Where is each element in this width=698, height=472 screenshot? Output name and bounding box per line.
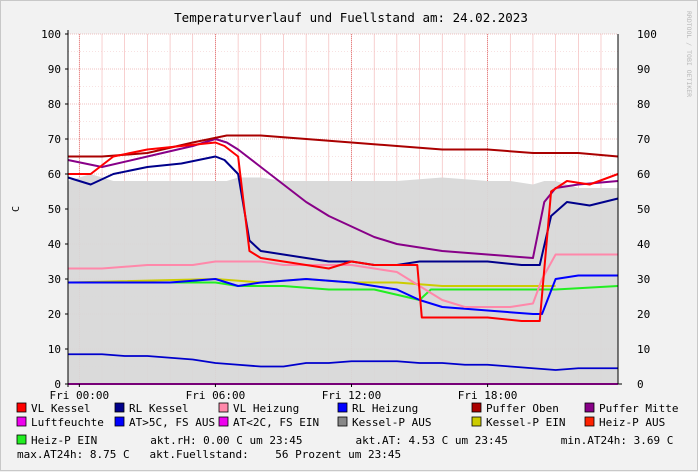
fill-level-area-shape — [68, 174, 618, 384]
series-line-vl-heizung — [68, 253, 618, 308]
x-tick-label: Fri 00:00 — [50, 389, 110, 402]
legend-label: RL Heizung — [352, 402, 418, 415]
y-axis-label: C — [11, 206, 22, 212]
legend-label: AT<2C, FS EIN — [233, 416, 319, 429]
legend: VL Kessel RL Kessel VL Heizung RL Heizung Pu… — [16, 402, 678, 445]
y-tick-label-right: 10 — [637, 343, 650, 356]
legend-swatch — [16, 402, 27, 413]
legend-label: Kessel-P AUS — [352, 416, 431, 429]
y-tick-label-left: 20 — [48, 308, 61, 321]
y-tick-label-left: 60 — [48, 168, 61, 181]
legend-swatch — [337, 416, 348, 427]
x-tick-label: Fri 06:00 — [186, 389, 246, 402]
footer-line-2: max.AT24h: 8.75 C akt.Fuellstand: 56 Pro… — [17, 448, 401, 461]
y-tick-label-left: 90 — [48, 63, 61, 76]
legend-swatch — [584, 402, 595, 413]
series-line-rl-kessel — [67, 155, 619, 266]
legend-swatch — [218, 416, 229, 427]
series-line-puffer-oben — [68, 134, 619, 158]
y-tick-label-right: 100 — [637, 28, 657, 41]
series-line-vl-kessel — [68, 141, 619, 322]
legend-swatch — [114, 402, 125, 413]
y-tick-label-left: 100 — [41, 28, 61, 41]
x-tick-label: Fri 18:00 — [458, 389, 518, 402]
y-tick-label-right: 70 — [637, 133, 650, 146]
legend-label: Puffer Mitte — [599, 402, 678, 415]
y-tick-label-left: 0 — [54, 378, 61, 391]
y-tick-label-right: 20 — [637, 308, 650, 321]
legend-swatch — [337, 402, 348, 413]
legend-swatch-heiz-p-ein — [16, 434, 27, 445]
legend-label: Heiz-P AUS — [599, 416, 665, 429]
legend-swatch — [16, 416, 27, 427]
y-tick-label-left: 80 — [48, 98, 61, 111]
legend-label: AT>5C, FS AUS — [129, 416, 215, 429]
fill-level-area — [68, 174, 618, 384]
legend-label: Kessel-P EIN — [486, 416, 565, 429]
y-tick-label-left: 30 — [48, 273, 61, 286]
axes: 0 0 10 10 20 20 30 30 40 40 50 50 60 60 70 70 80 80 90 90 10… — [41, 28, 657, 402]
series-line-outside-temp — [68, 353, 618, 371]
y-tick-label-right: 90 — [637, 63, 650, 76]
series-line-rl-heizung — [68, 274, 618, 315]
y-tick-label-right: 30 — [637, 273, 650, 286]
legend-label: VL Heizung — [233, 402, 299, 415]
y-tick-label-right: 80 — [637, 98, 650, 111]
legend-swatch — [471, 402, 482, 413]
legend-swatch — [584, 416, 595, 427]
legend-swatch — [471, 416, 482, 427]
legend-swatch — [114, 416, 125, 427]
legend-label: Puffer Oben — [486, 402, 559, 415]
y-tick-label-right: 0 — [637, 378, 644, 391]
legend-label: VL Kessel — [31, 402, 91, 415]
watermark: RRDTOOL / TOBI OETIKER — [685, 11, 693, 97]
y-tick-label-right: 40 — [637, 238, 650, 251]
legend-swatch — [218, 402, 229, 413]
x-tick-label: Fri 12:00 — [322, 389, 382, 402]
y-tick-label-left: 50 — [48, 203, 61, 216]
legend-label: Luftfeuchte — [31, 416, 104, 429]
y-tick-label-left: 40 — [48, 238, 61, 251]
y-tick-label-right: 60 — [637, 168, 650, 181]
y-tick-label-left: 70 — [48, 133, 61, 146]
series-line-kessel-p-ein — [67, 278, 556, 287]
y-tick-label-left: 10 — [48, 343, 61, 356]
chart-title: Temperaturverlauf und Fuellstand am: 24.… — [174, 10, 528, 25]
footer-line-1: Heiz-P EIN akt.rH: 0.00 C um 23:45 akt.A… — [31, 434, 673, 447]
legend-label: RL Kessel — [129, 402, 189, 415]
y-tick-label-right: 50 — [637, 203, 650, 216]
